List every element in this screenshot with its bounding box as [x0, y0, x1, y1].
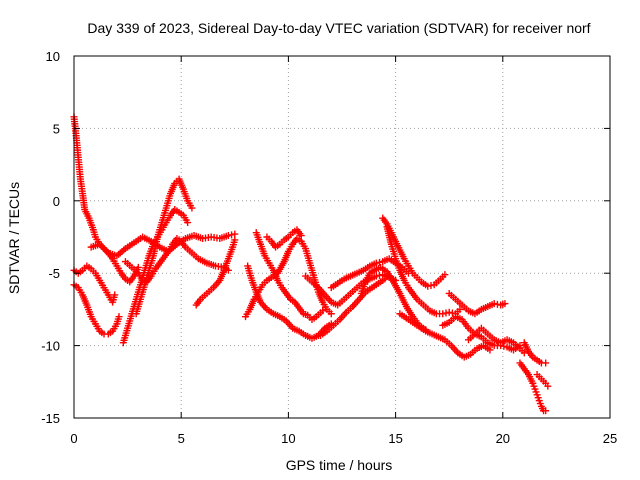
data-point	[111, 291, 119, 299]
x-tick-label: 5	[178, 431, 185, 446]
series-arc-2	[70, 262, 119, 306]
y-tick-label: -15	[41, 411, 60, 426]
y-axis-title: SDTVAR / TECUs	[6, 182, 22, 294]
x-tick-label: 0	[70, 431, 77, 446]
data-point	[500, 342, 508, 350]
series-arc-21	[445, 289, 509, 318]
chart-title: Day 339 of 2023, Sidereal Day-to-day VTE…	[87, 20, 590, 36]
series-arc-17	[379, 214, 449, 290]
data-point	[231, 236, 239, 244]
data-point	[542, 407, 550, 415]
y-tick-label: 5	[53, 121, 60, 136]
y-tick-labels: -15 -10 -5 0 5 10	[41, 49, 60, 426]
data-point	[501, 300, 509, 308]
data-point	[442, 309, 450, 317]
series-arc-11	[252, 229, 327, 324]
y-tick-label: -10	[41, 339, 60, 354]
data-point	[228, 231, 236, 239]
data-point	[372, 259, 380, 267]
data-point	[439, 310, 447, 318]
data-point	[115, 313, 123, 321]
data-point	[544, 382, 552, 390]
series-arc-14	[317, 275, 389, 339]
series-arc-3	[70, 281, 123, 338]
data-point	[448, 309, 456, 317]
data-point	[424, 282, 432, 290]
x-tick-label: 15	[388, 431, 402, 446]
x-tick-labels: 0 5 10 15 20 25	[70, 431, 617, 446]
plot-frame	[73, 55, 611, 419]
data-point	[445, 308, 453, 316]
data-point	[224, 232, 232, 240]
data-point	[381, 275, 389, 283]
axis-ticks	[73, 55, 611, 419]
data-point	[427, 282, 435, 290]
y-tick-label: 0	[53, 194, 60, 209]
x-tick-label: 20	[496, 431, 510, 446]
data-point	[184, 219, 192, 227]
series-arc-24	[533, 371, 552, 390]
series-arc-1	[70, 113, 142, 286]
data-point	[297, 232, 305, 240]
data-point	[441, 271, 449, 279]
series-arc-23	[516, 359, 550, 415]
data-point	[188, 204, 196, 212]
series-arc-8	[192, 236, 239, 309]
data-point	[542, 359, 550, 367]
y-tick-label: 10	[46, 49, 60, 64]
x-axis-title: GPS time / hours	[286, 457, 393, 473]
series-arc-12	[263, 226, 305, 251]
series-arc-22	[464, 324, 528, 357]
data-point	[486, 346, 494, 354]
x-tick-label: 25	[603, 431, 617, 446]
data-point	[372, 272, 380, 280]
data-point	[490, 300, 498, 308]
y-tick-label: -5	[48, 266, 60, 281]
data-point	[319, 307, 327, 315]
data-point	[456, 305, 464, 313]
series-arc-25	[520, 339, 550, 367]
data-point	[327, 310, 335, 318]
x-tick-label: 10	[281, 431, 295, 446]
data-point	[376, 258, 384, 266]
series-arc-9	[242, 234, 335, 321]
data-points	[70, 113, 552, 415]
series-arc-5	[119, 205, 192, 347]
series-arc-16	[357, 263, 430, 334]
series-arc-19	[396, 310, 494, 361]
